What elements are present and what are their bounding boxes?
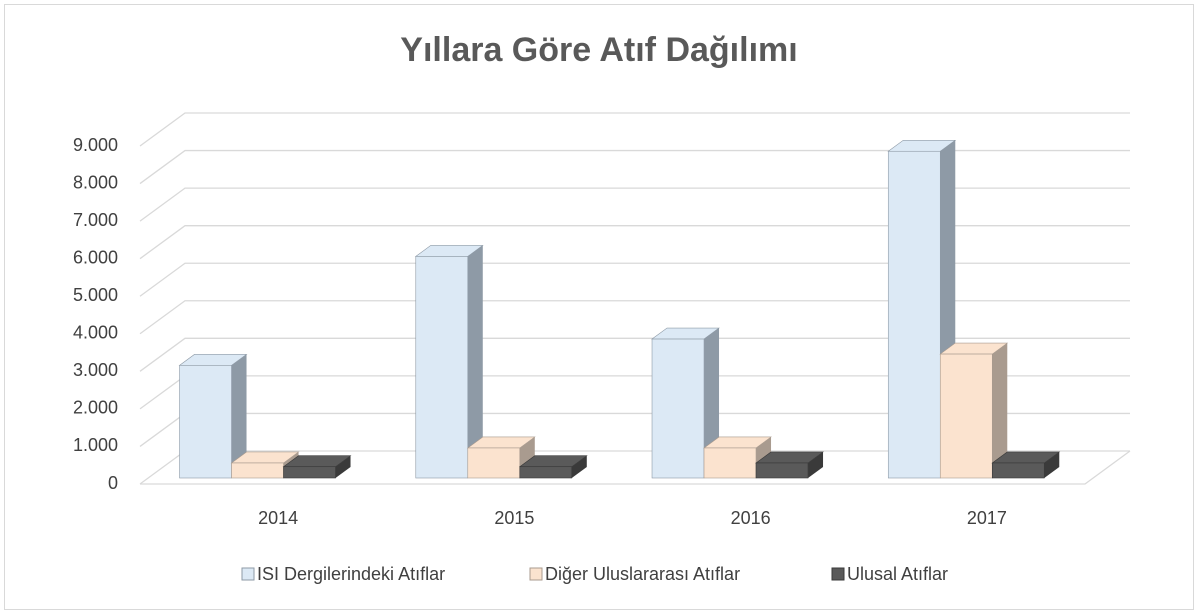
legend-label: ISI Dergilerindeki Atıflar bbox=[257, 564, 445, 584]
bar bbox=[991, 462, 1045, 479]
bar bbox=[231, 462, 284, 479]
bar-side bbox=[571, 455, 587, 478]
bar-side bbox=[992, 343, 1008, 478]
y-tick-label: 1.000 bbox=[73, 435, 118, 455]
grid-line bbox=[139, 149, 1130, 185]
bar bbox=[755, 462, 809, 479]
x-tick-label: 2014 bbox=[258, 508, 298, 528]
floor-edge bbox=[140, 450, 1131, 485]
bar bbox=[467, 447, 521, 479]
chart-title: Yıllara Göre Atıf Dağılımı bbox=[400, 31, 797, 69]
grid-line bbox=[139, 225, 1130, 260]
bar-side bbox=[1044, 451, 1060, 478]
legend-label: Diğer Uluslararası Atıflar bbox=[545, 564, 740, 584]
legend-swatch bbox=[529, 567, 543, 581]
y-tick-label: 2.000 bbox=[73, 398, 118, 418]
legend-swatch bbox=[831, 567, 845, 581]
y-tick-label: 5.000 bbox=[73, 285, 118, 305]
grid-line bbox=[139, 187, 1130, 222]
y-tick-label: 9.000 bbox=[73, 135, 118, 155]
bar bbox=[887, 150, 941, 479]
grid-line bbox=[139, 262, 1130, 297]
legend-label: Ulusal Atıflar bbox=[847, 564, 948, 584]
bar bbox=[703, 447, 757, 479]
bar bbox=[179, 365, 232, 479]
x-tick-label: 2017 bbox=[967, 508, 1007, 528]
y-tick-label: 7.000 bbox=[73, 210, 118, 230]
chart-border bbox=[4, 4, 1194, 610]
bar bbox=[283, 466, 336, 479]
bar-side bbox=[231, 354, 247, 478]
grid-line bbox=[139, 337, 1130, 372]
bar bbox=[519, 466, 573, 479]
y-tick-label: 6.000 bbox=[73, 247, 118, 267]
y-tick-label: 3.000 bbox=[73, 360, 118, 380]
bar bbox=[939, 353, 993, 479]
bar bbox=[415, 256, 469, 479]
grid-line bbox=[139, 112, 1130, 147]
bar bbox=[651, 338, 705, 479]
y-tick-label: 4.000 bbox=[73, 323, 118, 343]
y-tick-label: 8.000 bbox=[73, 172, 118, 192]
x-tick-label: 2016 bbox=[731, 508, 771, 528]
grid-line bbox=[139, 300, 1130, 335]
y-tick-label: 0 bbox=[108, 473, 118, 493]
bar-side bbox=[808, 451, 824, 478]
bar-side bbox=[335, 455, 351, 478]
legend-swatch bbox=[241, 567, 255, 581]
bar-side bbox=[467, 245, 483, 478]
x-tick-label: 2015 bbox=[494, 508, 534, 528]
